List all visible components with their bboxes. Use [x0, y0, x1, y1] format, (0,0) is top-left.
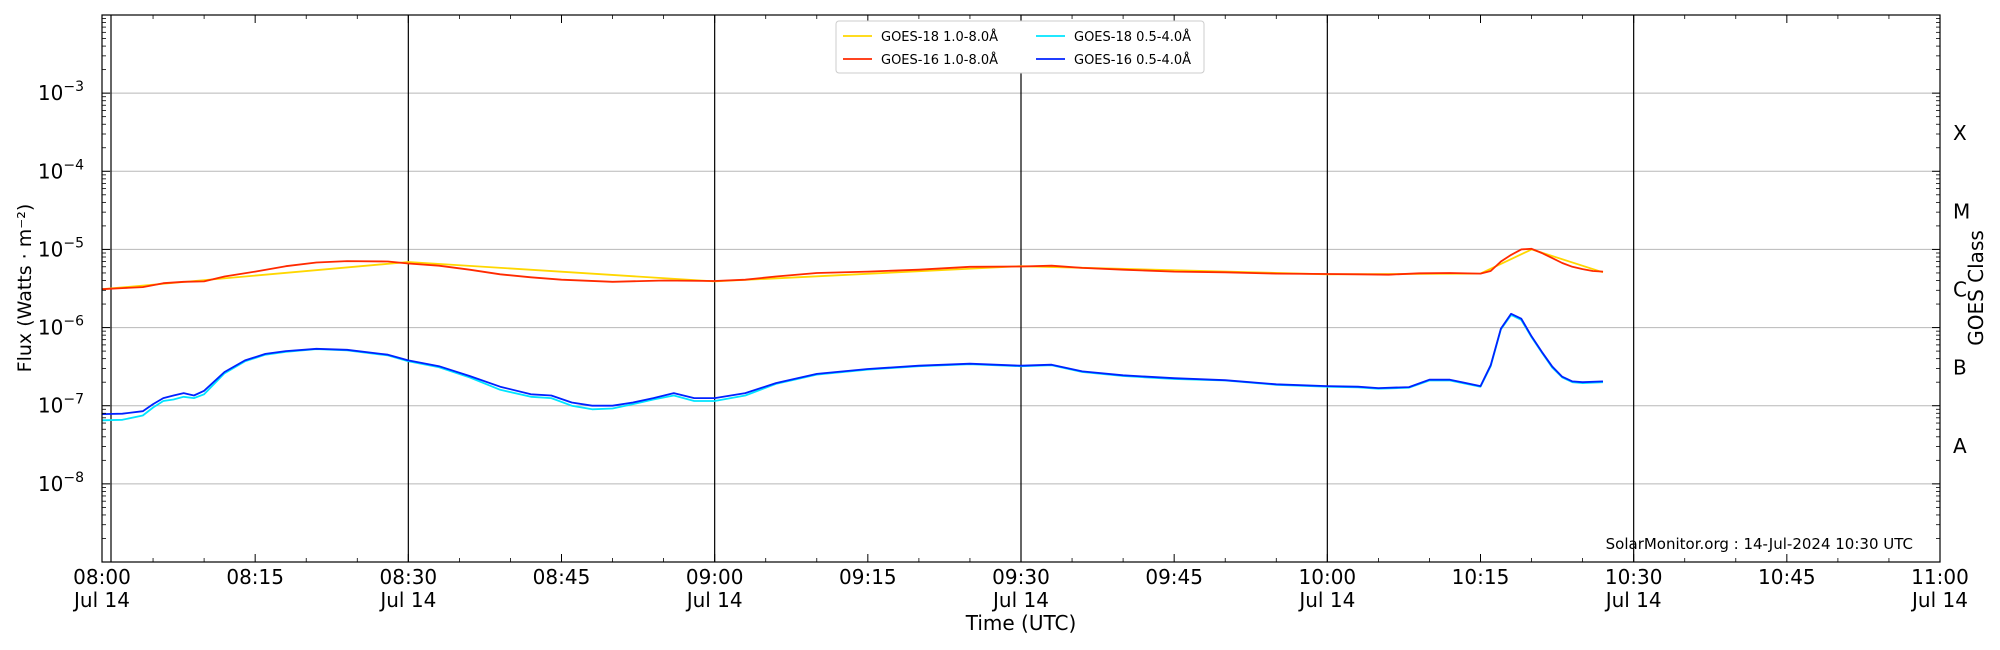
x-tick-label: 10:00: [1299, 565, 1357, 589]
goes-class-label: X: [1953, 121, 1967, 145]
legend-entry-label: GOES-16 1.0-8.0Å: [881, 52, 998, 68]
y-tick-label: 10−7: [38, 392, 84, 418]
legend-box: [835, 20, 1205, 74]
goes-class-labels: A B C M X: [1953, 121, 1970, 458]
legend-entry-label: GOES-18 0.5-4.0Å: [1074, 29, 1191, 45]
x-tick-date-label: Jul 14: [1604, 588, 1662, 612]
series-line: [101, 247, 1604, 291]
watermark: SolarMonitor.org : 14-Jul-2024 10:30 UTC: [1606, 535, 1913, 553]
goes-class-label: A: [1953, 434, 1967, 458]
y-tick-exponent: −5: [63, 235, 84, 251]
x-tick-label: 09:00: [686, 565, 744, 589]
x-tick-label: 09:30: [992, 565, 1050, 589]
y-tick-exponent: −8: [63, 470, 84, 486]
y-tick-exponent: −3: [63, 79, 84, 95]
x-tick-label: 09:15: [839, 565, 897, 589]
y-tick-label: 10−4: [38, 157, 84, 183]
y-tick-label: 10−3: [38, 79, 84, 105]
y-tick-label: 10−8: [38, 470, 84, 496]
x-tick-label: 09:45: [1145, 565, 1203, 589]
y-axis-label: Flux (Watts · m⁻²): [14, 204, 36, 373]
x-tick-date-label: Jul 14: [378, 588, 436, 612]
x-axis-label: Time (UTC): [965, 611, 1077, 635]
x-tick-label: 08:00: [73, 565, 131, 589]
x-tick-label: 10:30: [1605, 565, 1663, 589]
x-tick-date-label: Jul 14: [1297, 588, 1355, 612]
x-tick-label: 10:45: [1758, 565, 1816, 589]
x-tick-label: 10:15: [1452, 565, 1510, 589]
y-tick-label: 10−6: [38, 314, 84, 340]
series-line: [101, 312, 1604, 415]
goes-class-label: C: [1953, 278, 1967, 302]
x-tick-date-label: Jul 14: [991, 588, 1049, 612]
y-tick-base: 10: [38, 237, 63, 261]
series-line: [101, 248, 1604, 291]
series-lines: [101, 247, 1604, 422]
y-tick-base: 10: [38, 81, 63, 105]
goes-class-label: B: [1953, 356, 1967, 380]
y-tick-base: 10: [38, 472, 63, 496]
y-tick-label: 10−5: [38, 235, 84, 261]
goes-class-label: M: [1953, 199, 1970, 223]
y-axis-right-label: GOES Class: [1964, 230, 1988, 346]
y-tick-exponent: −7: [63, 392, 84, 408]
x-tick-label: 08:15: [226, 565, 284, 589]
y-tick-base: 10: [38, 394, 63, 418]
x-tick-date-label: Jul 14: [72, 588, 130, 612]
y-tick-exponent: −6: [63, 314, 84, 330]
x-tick-date-label: Jul 14: [685, 588, 743, 612]
x-tick-label: 08:45: [533, 565, 591, 589]
legend-entry-label: GOES-16 0.5-4.0Å: [1074, 52, 1191, 68]
x-tick-label: 08:30: [380, 565, 438, 589]
plot-frame: [101, 14, 1941, 563]
x-tick-label: 11:00: [1911, 565, 1969, 589]
y-axis-ticks: 10−810−710−610−510−410−3: [38, 18, 1940, 539]
y-tick-base: 10: [38, 159, 63, 183]
x-tick-date-label: Jul 14: [1910, 588, 1968, 612]
legend-entry-label: GOES-18 1.0-8.0Å: [881, 29, 998, 45]
y-tick-base: 10: [38, 316, 63, 340]
y-tick-exponent: −4: [63, 157, 84, 173]
legend: GOES-18 1.0-8.0Å GOES-16 1.0-8.0Å GOES-18 …: [835, 20, 1205, 74]
vertical-lines: [110, 15, 1635, 562]
